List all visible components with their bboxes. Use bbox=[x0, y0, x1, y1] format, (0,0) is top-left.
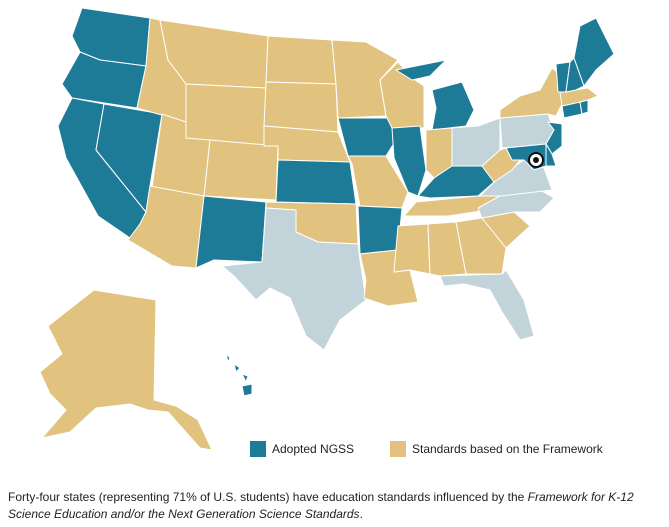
state-IA bbox=[337, 117, 397, 157]
legend-label-framework: Standards based on the Framework bbox=[412, 442, 603, 456]
legend-swatch-framework bbox=[390, 441, 406, 457]
state-NM bbox=[195, 195, 267, 269]
state-WY bbox=[185, 83, 267, 149]
state-TX bbox=[221, 207, 367, 351]
state-AR bbox=[357, 205, 403, 255]
state-NY bbox=[499, 67, 563, 119]
state-FL bbox=[439, 269, 535, 341]
state-HI bbox=[225, 353, 253, 397]
us-map bbox=[39, 7, 615, 451]
state-KS bbox=[275, 159, 357, 205]
state-PA bbox=[499, 113, 555, 149]
map-caption: Forty-four states (representing 71% of U… bbox=[8, 490, 634, 521]
state-MI bbox=[395, 59, 475, 131]
state-CO bbox=[203, 139, 279, 201]
state-NH bbox=[565, 57, 585, 93]
legend-swatch-adopted-ngss bbox=[250, 441, 266, 457]
state-MA bbox=[559, 87, 599, 107]
state-ME bbox=[573, 17, 615, 87]
state-AL bbox=[427, 221, 467, 277]
state-WI bbox=[379, 61, 425, 129]
state-GA bbox=[455, 217, 507, 275]
state-ND bbox=[265, 35, 337, 85]
legend-item-adopted-ngss: Adopted NGSS bbox=[250, 440, 354, 458]
legend-item-framework: Standards based on the Framework bbox=[390, 440, 603, 458]
state-MS bbox=[393, 223, 431, 275]
dc-marker bbox=[528, 152, 544, 168]
state-AK bbox=[39, 289, 213, 451]
legend-label-adopted-ngss: Adopted NGSS bbox=[272, 442, 355, 456]
state-SD bbox=[263, 81, 339, 133]
